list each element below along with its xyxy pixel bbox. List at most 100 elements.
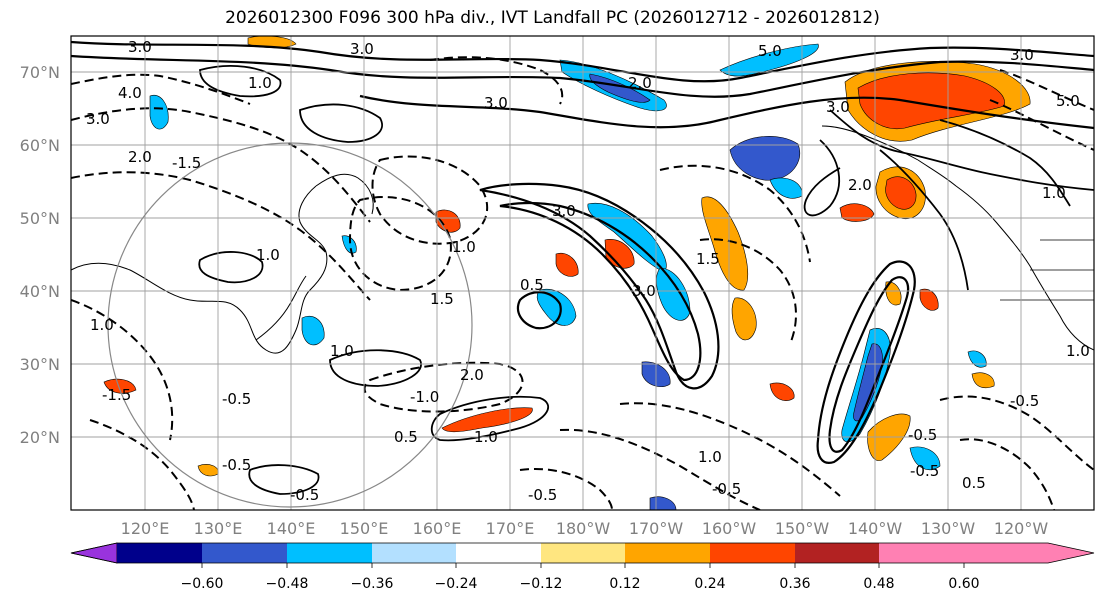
colorbar: −0.60 −0.48 −0.36 −0.24 −0.12 0.12 0.24 …	[70, 542, 1095, 592]
lon-label: 120°W	[994, 519, 1049, 538]
contour-label: 3.0	[1010, 46, 1034, 64]
contour-label: 4.0	[118, 84, 142, 102]
lon-label: 150°E	[340, 519, 389, 538]
colorbar-segment	[287, 543, 372, 563]
contour-label: 3.0	[552, 202, 576, 220]
colorbar-tick-label: −0.24	[435, 576, 478, 592]
pos-patch-center-4	[555, 252, 579, 277]
neg-patch-west-2	[149, 94, 169, 130]
contour-label: 3.0	[350, 40, 374, 58]
colorbar-tick-label: 0.48	[863, 576, 894, 592]
contour-label: 1.5	[430, 290, 454, 308]
lat-label: 70°N	[20, 63, 60, 82]
lat-label: 20°N	[20, 428, 60, 447]
coastlines	[71, 125, 1094, 354]
lat-label: 40°N	[20, 282, 60, 301]
contour-line-dashed	[71, 107, 371, 223]
contour-line	[499, 201, 702, 382]
contour-label: -1.0	[410, 388, 439, 406]
contour-line	[829, 109, 1094, 191]
contour-line-dashed	[89, 419, 195, 510]
contour-label: -0.5	[290, 486, 319, 504]
colorbar-segment	[879, 543, 964, 563]
neg-patch-west-1	[301, 316, 325, 346]
lon-label: 130°W	[921, 519, 976, 538]
colorbar-extend-left	[70, 542, 118, 564]
contour-label: -1.5	[102, 386, 131, 404]
contour-line	[816, 260, 916, 464]
lon-label: 170°E	[486, 519, 535, 538]
contour-line-dashed	[559, 428, 761, 510]
colorbar-segment	[117, 543, 202, 563]
contour-line	[329, 349, 422, 387]
contour-line	[71, 54, 1094, 98]
contour-line	[803, 139, 841, 217]
contour-line	[479, 182, 720, 390]
lon-label: 160°W	[702, 519, 757, 538]
contour-line-dashed	[619, 402, 841, 497]
state-border	[1000, 239, 1094, 301]
colorbar-segment	[456, 543, 541, 563]
contour-label: 0.5	[962, 474, 986, 492]
contour-line	[299, 103, 383, 143]
neg-patch-se-coast	[967, 350, 987, 368]
lon-label: 130°E	[194, 519, 243, 538]
latitude-labels: 70°N 60°N 50°N 40°N 30°N 20°N	[20, 63, 60, 447]
neg-patch-north-east	[719, 43, 819, 77]
contour-line-dashed	[959, 438, 1055, 510]
colorbar-tick-label: 0.12	[609, 576, 640, 592]
coastline-north-america	[917, 159, 1094, 351]
lon-label: 120°E	[121, 519, 170, 538]
contour-line-dashed	[999, 69, 1094, 111]
pos-patch-kamchatka	[435, 209, 461, 233]
contour-line	[879, 149, 969, 291]
map-content: 3.0 3.0 1.0 4.0 3.0 2.0 -1.5 1.0 1.0 -1.…	[71, 36, 1094, 510]
lon-label: 140°W	[848, 519, 903, 538]
contour-line-dashed	[348, 196, 452, 292]
contour-line	[359, 94, 1094, 130]
contour-line-dashed	[71, 299, 174, 441]
lon-label: 170°W	[629, 519, 684, 538]
colorbar-tick-label: 0.36	[779, 576, 810, 592]
neg-patch-mid	[536, 288, 577, 326]
colorbar-segment	[541, 543, 625, 563]
contour-label: -1.5	[172, 154, 201, 172]
contour-label: 1.5	[696, 250, 720, 268]
colorbar-outline	[70, 542, 1095, 564]
coastline-asia	[71, 185, 328, 354]
lon-label: 140°E	[267, 519, 316, 538]
colorbar-tick-label: −0.60	[181, 576, 224, 592]
contour-label: -0.5	[712, 480, 741, 498]
lon-label: 160°E	[413, 519, 462, 538]
colorbar-segment	[202, 543, 287, 563]
grid	[71, 36, 1094, 510]
contour-label: 1.0	[248, 74, 272, 92]
colorbar-tick-label: −0.36	[351, 576, 394, 592]
contour-line-dashed	[989, 99, 1094, 151]
contour-line	[248, 464, 320, 495]
neg-patch-west-3	[341, 235, 357, 254]
pos-patch-sub-1	[769, 382, 795, 401]
pos-patch-gulf-small	[839, 203, 875, 222]
coastline-japan	[255, 275, 307, 341]
map-title: 2026012300 F096 300 hPa div., IVT Landfa…	[225, 8, 880, 28]
contour-line-dashed	[699, 238, 797, 345]
contour-label: 3.0	[86, 110, 110, 128]
colorbar-segment	[710, 543, 795, 563]
contour-label: -0.5	[222, 456, 251, 474]
colorbar-extend-right	[964, 543, 1094, 563]
neg-patch-south-1	[649, 496, 677, 510]
contour-label: -0.5	[1010, 392, 1039, 410]
colorbar-tick-label: 0.24	[694, 576, 725, 592]
coastline-kamchatka	[315, 173, 374, 215]
colorbar-tick-label: 0.60	[948, 576, 979, 592]
neg-patch-gulf-blue	[729, 135, 800, 181]
contour-label: 3.0	[484, 94, 508, 112]
contour-label: 1.0	[1066, 342, 1090, 360]
pos-patch-pnw-2	[885, 281, 902, 306]
colorbar-tick-label: −0.48	[266, 576, 309, 592]
contour-line-dashed	[659, 164, 811, 263]
colorbar-segment	[372, 543, 456, 563]
contour-label: 2.0	[628, 74, 652, 92]
contour-label: -0.5	[528, 486, 557, 504]
